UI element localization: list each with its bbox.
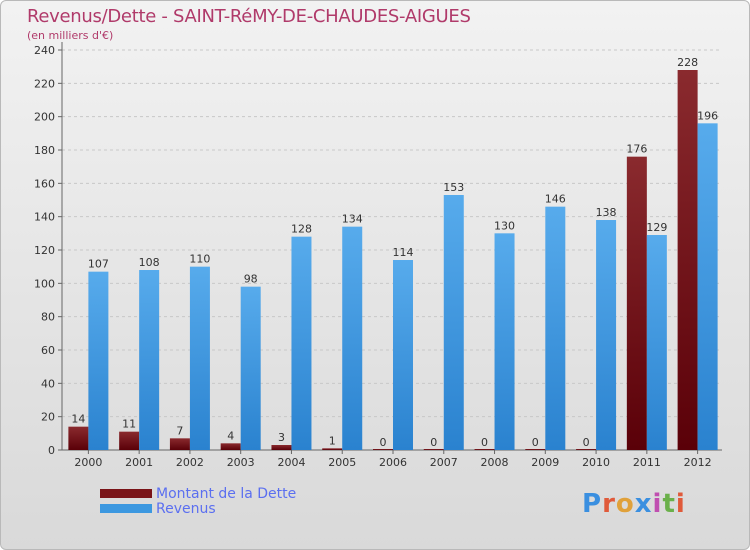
data-label-revenue: 128 (291, 223, 312, 236)
x-tick-label: 2004 (277, 456, 305, 469)
data-label-debt: 0 (380, 436, 387, 449)
legend-item-revenue: Revenus (100, 500, 296, 517)
bar-revenue (342, 226, 363, 450)
data-label-debt: 176 (626, 143, 647, 156)
x-tick-label: 2003 (227, 456, 255, 469)
bar-debt (119, 431, 140, 450)
bar-debt (576, 449, 597, 450)
bar-debt (626, 156, 647, 450)
data-label-debt: 14 (71, 413, 85, 426)
proxiti-logo: Proxiti (582, 489, 686, 519)
bar-debt (271, 445, 292, 450)
bar-revenue (88, 271, 109, 450)
data-label-debt: 0 (430, 436, 437, 449)
bar-revenue (393, 260, 413, 450)
y-tick-label: 100 (34, 277, 55, 290)
legend: Montant de la Dette Revenus (100, 485, 297, 517)
legend-swatch-revenue (100, 504, 152, 513)
data-label-revenue: 98 (244, 273, 258, 286)
data-label-revenue: 107 (88, 258, 109, 271)
bar-debt (322, 448, 343, 450)
x-tick-label: 2009 (531, 456, 559, 469)
bar-revenue (291, 236, 312, 450)
bar-debt (220, 443, 241, 450)
x-tick-label: 2011 (633, 456, 661, 469)
data-label-revenue: 108 (139, 256, 160, 269)
y-tick-label: 160 (34, 177, 55, 190)
data-label-debt: 228 (677, 56, 698, 69)
legend-swatch-debt (100, 489, 152, 498)
x-tick-label: 2001 (125, 456, 153, 469)
data-label-revenue: 130 (494, 219, 515, 232)
bar-debt (474, 449, 495, 450)
x-tick-label: 2005 (328, 456, 356, 469)
y-tick-label: 20 (41, 411, 55, 424)
data-label-revenue: 146 (545, 193, 566, 206)
bar-revenue (189, 266, 210, 450)
bar-revenue (139, 270, 160, 450)
data-label-debt: 11 (122, 418, 136, 431)
legend-label-revenue: Revenus (156, 500, 216, 517)
bar-revenue (494, 233, 515, 450)
y-tick-label: 40 (41, 377, 55, 390)
y-tick-label: 80 (41, 311, 55, 324)
data-label-revenue: 196 (697, 109, 718, 122)
bar-debt (169, 438, 190, 450)
y-tick-label: 200 (34, 111, 55, 124)
legend-label-debt: Montant de la Dette (156, 485, 297, 502)
data-label-debt: 0 (481, 436, 488, 449)
y-tick-label: 60 (41, 344, 55, 357)
chart-subtitle: (en milliers d'€) (27, 29, 114, 42)
chart-title: Revenus/Dette - SAINT-RéMY-DE-CHAUDES-AI… (27, 6, 471, 27)
x-tick-label: 2006 (379, 456, 407, 469)
data-label-revenue: 110 (189, 253, 210, 266)
y-tick-label: 180 (34, 144, 55, 157)
legend-item-debt: Montant de la Dette (100, 485, 297, 502)
data-label-revenue: 114 (393, 246, 414, 259)
bar-revenue (545, 206, 566, 450)
x-tick-label: 2002 (176, 456, 204, 469)
data-label-revenue: 138 (596, 206, 617, 219)
data-label-debt: 0 (532, 436, 539, 449)
data-label-debt: 1 (329, 434, 336, 447)
data-label-revenue: 134 (342, 213, 363, 226)
x-tick-label: 2008 (481, 456, 509, 469)
data-label-debt: 3 (278, 431, 285, 444)
bar-debt (525, 449, 546, 450)
y-tick-label: 240 (34, 44, 55, 57)
bar-revenue (443, 195, 464, 450)
x-tick-label: 2000 (74, 456, 102, 469)
x-tick-label: 2012 (684, 456, 712, 469)
bar-revenue (646, 235, 667, 450)
bar-debt (68, 426, 89, 450)
x-tick-label: 2007 (430, 456, 458, 469)
data-label-debt: 7 (176, 424, 183, 437)
y-tick-label: 140 (34, 211, 55, 224)
bar-revenue (697, 123, 718, 450)
data-label-debt: 0 (583, 436, 590, 449)
y-tick-label: 220 (34, 77, 55, 90)
bar-debt (423, 449, 444, 450)
x-tick-label: 2010 (582, 456, 610, 469)
bar-debt (373, 449, 393, 450)
data-label-revenue: 153 (443, 181, 464, 194)
y-tick-label: 0 (48, 444, 55, 457)
bar-revenue (240, 286, 261, 450)
data-label-debt: 4 (227, 429, 234, 442)
data-label-revenue: 129 (646, 221, 667, 234)
bar-revenue (596, 220, 617, 450)
y-tick-label: 120 (34, 244, 55, 257)
bar-debt (677, 70, 698, 450)
